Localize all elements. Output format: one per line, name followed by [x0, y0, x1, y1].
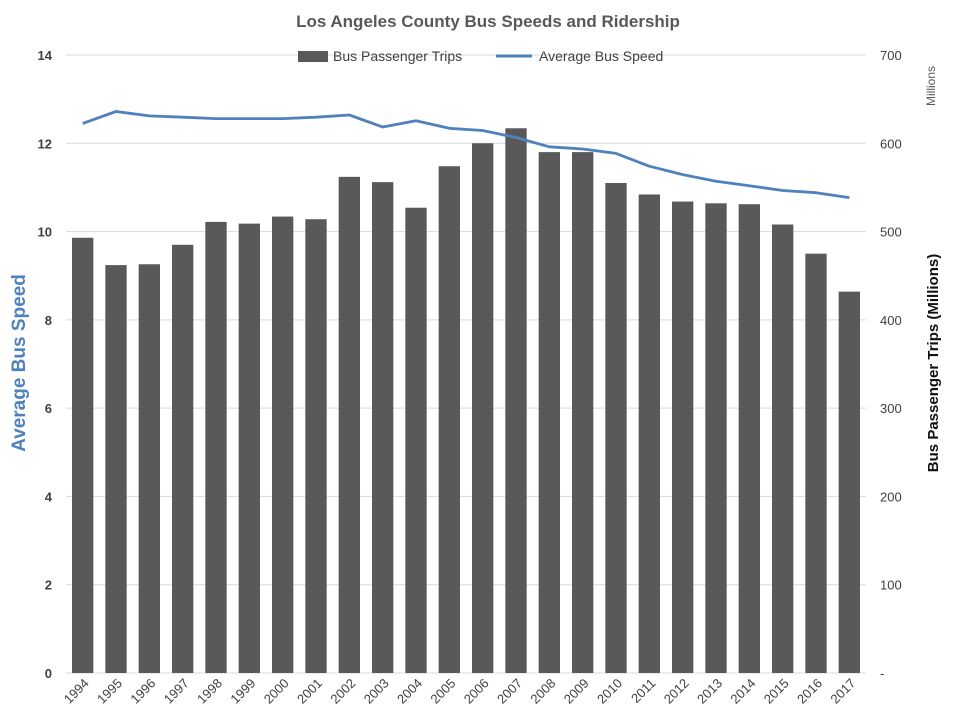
bar-2013	[705, 203, 727, 673]
right-tick-label: 400	[880, 313, 902, 328]
x-tick-label: 2005	[427, 676, 458, 707]
right-axis-ticks: - 100 200 300 400 500 600 700	[880, 48, 902, 681]
x-tick-label: 2008	[527, 676, 558, 707]
right-tick-label: 200	[880, 489, 902, 504]
x-tick-label: 2000	[261, 676, 292, 707]
x-tick-label: 2009	[561, 676, 592, 707]
legend-line-label: Average Bus Speed	[539, 48, 663, 64]
x-tick-label: 1996	[127, 676, 158, 707]
right-axis-label: Bus Passenger Trips (Millions)	[925, 254, 942, 472]
speed-line	[82, 110, 850, 199]
bar-2017	[838, 291, 860, 673]
x-tick-label: 2011	[628, 676, 658, 706]
right-tick-label: 600	[880, 136, 902, 151]
right-tick-label: 100	[880, 578, 902, 593]
bar-2004	[405, 207, 427, 673]
right-tick-label: -	[880, 666, 884, 681]
bar-1996	[138, 264, 160, 673]
bars	[72, 128, 860, 674]
legend-bar-label: Bus Passenger Trips	[333, 48, 462, 64]
left-tick-label: 0	[45, 666, 52, 681]
x-tick-label: 2017	[827, 676, 858, 707]
x-tick-label: 1997	[161, 676, 192, 707]
bar-2014	[738, 204, 760, 673]
x-tick-label: 1994	[61, 676, 92, 707]
bar-2000	[272, 216, 294, 673]
speed-line-layer	[82, 110, 850, 199]
bar-2001	[305, 219, 327, 673]
bar-1997	[172, 244, 194, 674]
right-axis-units-label: Millions	[924, 66, 938, 106]
x-tick-label: 1995	[94, 676, 125, 707]
x-tick-label: 2013	[694, 676, 725, 707]
left-tick-label: 4	[45, 489, 53, 504]
left-tick-label: 10	[38, 225, 52, 240]
x-tick-label: 2016	[794, 676, 825, 707]
left-tick-label: 2	[45, 578, 52, 593]
bar-2010	[605, 183, 627, 673]
left-tick-label: 6	[45, 401, 52, 416]
left-axis-label: Average Bus Speed	[9, 274, 30, 452]
x-tick-label: 2006	[461, 676, 492, 707]
left-tick-label: 8	[45, 313, 52, 328]
bar-2007	[505, 128, 527, 673]
bar-2008	[538, 152, 560, 674]
x-tick-label: 2002	[327, 676, 358, 707]
chart-title: Los Angeles County Bus Speeds and Riders…	[296, 12, 680, 31]
gridlines	[66, 54, 866, 674]
x-tick-label: 2015	[761, 676, 792, 707]
bar-2009	[572, 152, 594, 674]
bar-2003	[372, 182, 394, 674]
right-tick-label: 700	[880, 48, 902, 63]
bar-2016	[805, 253, 827, 673]
x-tick-label: 1999	[227, 676, 258, 707]
legend: Bus Passenger Trips Average Bus Speed	[298, 48, 663, 64]
bar-2005	[438, 166, 460, 674]
x-tick-label: 2010	[594, 676, 625, 707]
right-tick-label: 500	[880, 225, 902, 240]
bar-2011	[638, 194, 660, 673]
x-axis-ticks: 1994 1995 1996 1997 1998 1999 2000 2001 2002 2003…	[61, 676, 859, 707]
left-axis-ticks: 0 2 4 6 8 10 12 14	[38, 48, 53, 681]
right-tick-label: 300	[880, 401, 902, 416]
x-tick-label: 2003	[361, 676, 392, 707]
x-tick-label: 2012	[661, 676, 692, 707]
left-tick-label: 12	[38, 136, 52, 151]
x-tick-label: 2004	[394, 676, 425, 707]
x-tick-label: 2007	[494, 676, 525, 707]
bar-2006	[472, 143, 494, 674]
bar-2002	[338, 176, 360, 673]
bar-1994	[72, 237, 94, 673]
x-tick-label: 2014	[727, 676, 758, 707]
bar-2015	[772, 224, 794, 673]
bar-1998	[205, 221, 227, 674]
bar-1995	[105, 265, 127, 673]
bar-1999	[238, 223, 260, 673]
x-tick-label: 2001	[294, 676, 325, 707]
bar-2012	[672, 201, 694, 673]
legend-bar-swatch	[298, 51, 328, 62]
x-tick-label: 1998	[194, 676, 225, 707]
left-tick-label: 14	[38, 48, 53, 63]
